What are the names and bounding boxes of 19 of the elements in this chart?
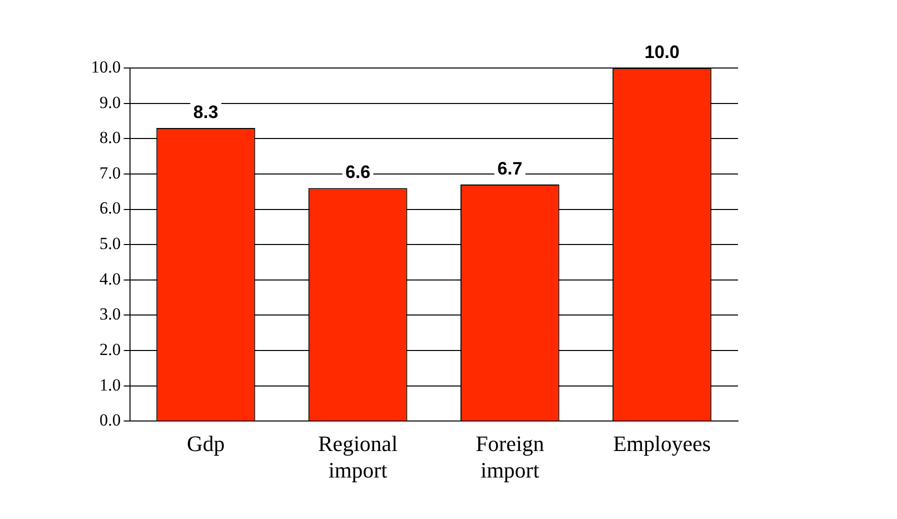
- data-label: 6.6: [345, 162, 370, 182]
- y-tick-label: 7.0: [100, 163, 121, 182]
- y-tick-label: 9.0: [100, 92, 121, 112]
- x-tick-label: Employees: [613, 431, 711, 456]
- data-label: 8.3: [193, 102, 218, 122]
- y-tick-label: 8.0: [100, 128, 121, 148]
- data-label: 6.7: [497, 158, 522, 179]
- y-tick-label: 5.0: [100, 234, 121, 254]
- y-tick-label: 0.0: [100, 410, 121, 430]
- y-tick-label: 10.0: [91, 57, 121, 76]
- y-tick-label: 3.0: [100, 304, 121, 324]
- y-tick-label: 2.0: [100, 340, 121, 360]
- y-tick-label: 4.0: [100, 269, 121, 288]
- x-tick-label: Gdp: [186, 431, 225, 456]
- y-tick-label: 1.0: [100, 375, 121, 394]
- x-tick-label: Regional import: [318, 431, 398, 483]
- y-tick-label: 6.0: [100, 198, 121, 218]
- x-tick-label: Foreign import: [476, 431, 544, 483]
- data-label: 10.0: [644, 42, 680, 62]
